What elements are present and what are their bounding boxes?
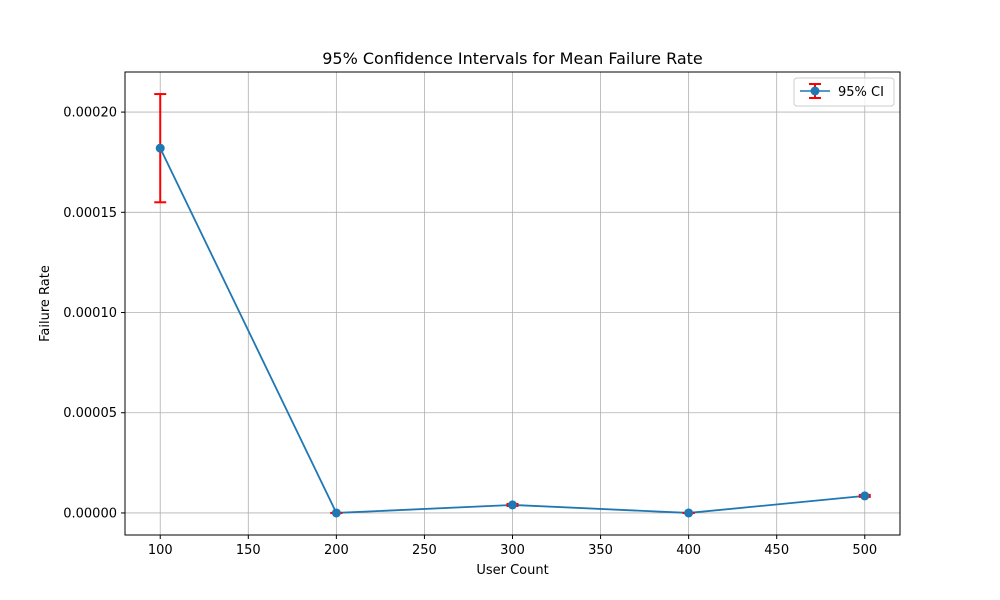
x-tick-label: 400 xyxy=(676,543,701,558)
data-point xyxy=(508,500,517,510)
x-axis-title: User Count xyxy=(476,563,548,578)
legend-label: 95% CI xyxy=(838,85,884,100)
y-tick-label: 0.00005 xyxy=(63,406,117,421)
legend: 95% CI xyxy=(793,77,895,107)
chart-title: 95% Confidence Intervals for Mean Failur… xyxy=(322,49,703,68)
y-tick-label: 0.00000 xyxy=(63,506,117,521)
y-tick-label: 0.00010 xyxy=(63,306,117,321)
x-tick-label: 500 xyxy=(852,543,877,558)
x-tick-label: 100 xyxy=(148,543,173,558)
x-tick-label: 350 xyxy=(588,543,613,558)
legend-marker xyxy=(810,86,820,96)
x-tick-label: 300 xyxy=(500,543,525,558)
x-tick-label: 250 xyxy=(412,543,437,558)
ticks: 100 150 200 250 300 350 400 450 500 0.00000 0.0000… xyxy=(63,106,877,558)
y-axis-title: Failure Rate xyxy=(38,265,53,342)
data-point xyxy=(331,508,341,518)
data-point xyxy=(155,143,165,153)
y-tick-label: 0.00020 xyxy=(63,106,117,121)
x-tick-label: 450 xyxy=(764,543,789,558)
data-point xyxy=(684,508,694,518)
data-point xyxy=(860,491,870,501)
plot-data xyxy=(154,93,871,518)
x-tick-label: 150 xyxy=(236,543,261,558)
grid xyxy=(125,72,900,535)
x-tick-label: 200 xyxy=(324,543,349,558)
y-tick-label: 0.00015 xyxy=(63,206,117,221)
